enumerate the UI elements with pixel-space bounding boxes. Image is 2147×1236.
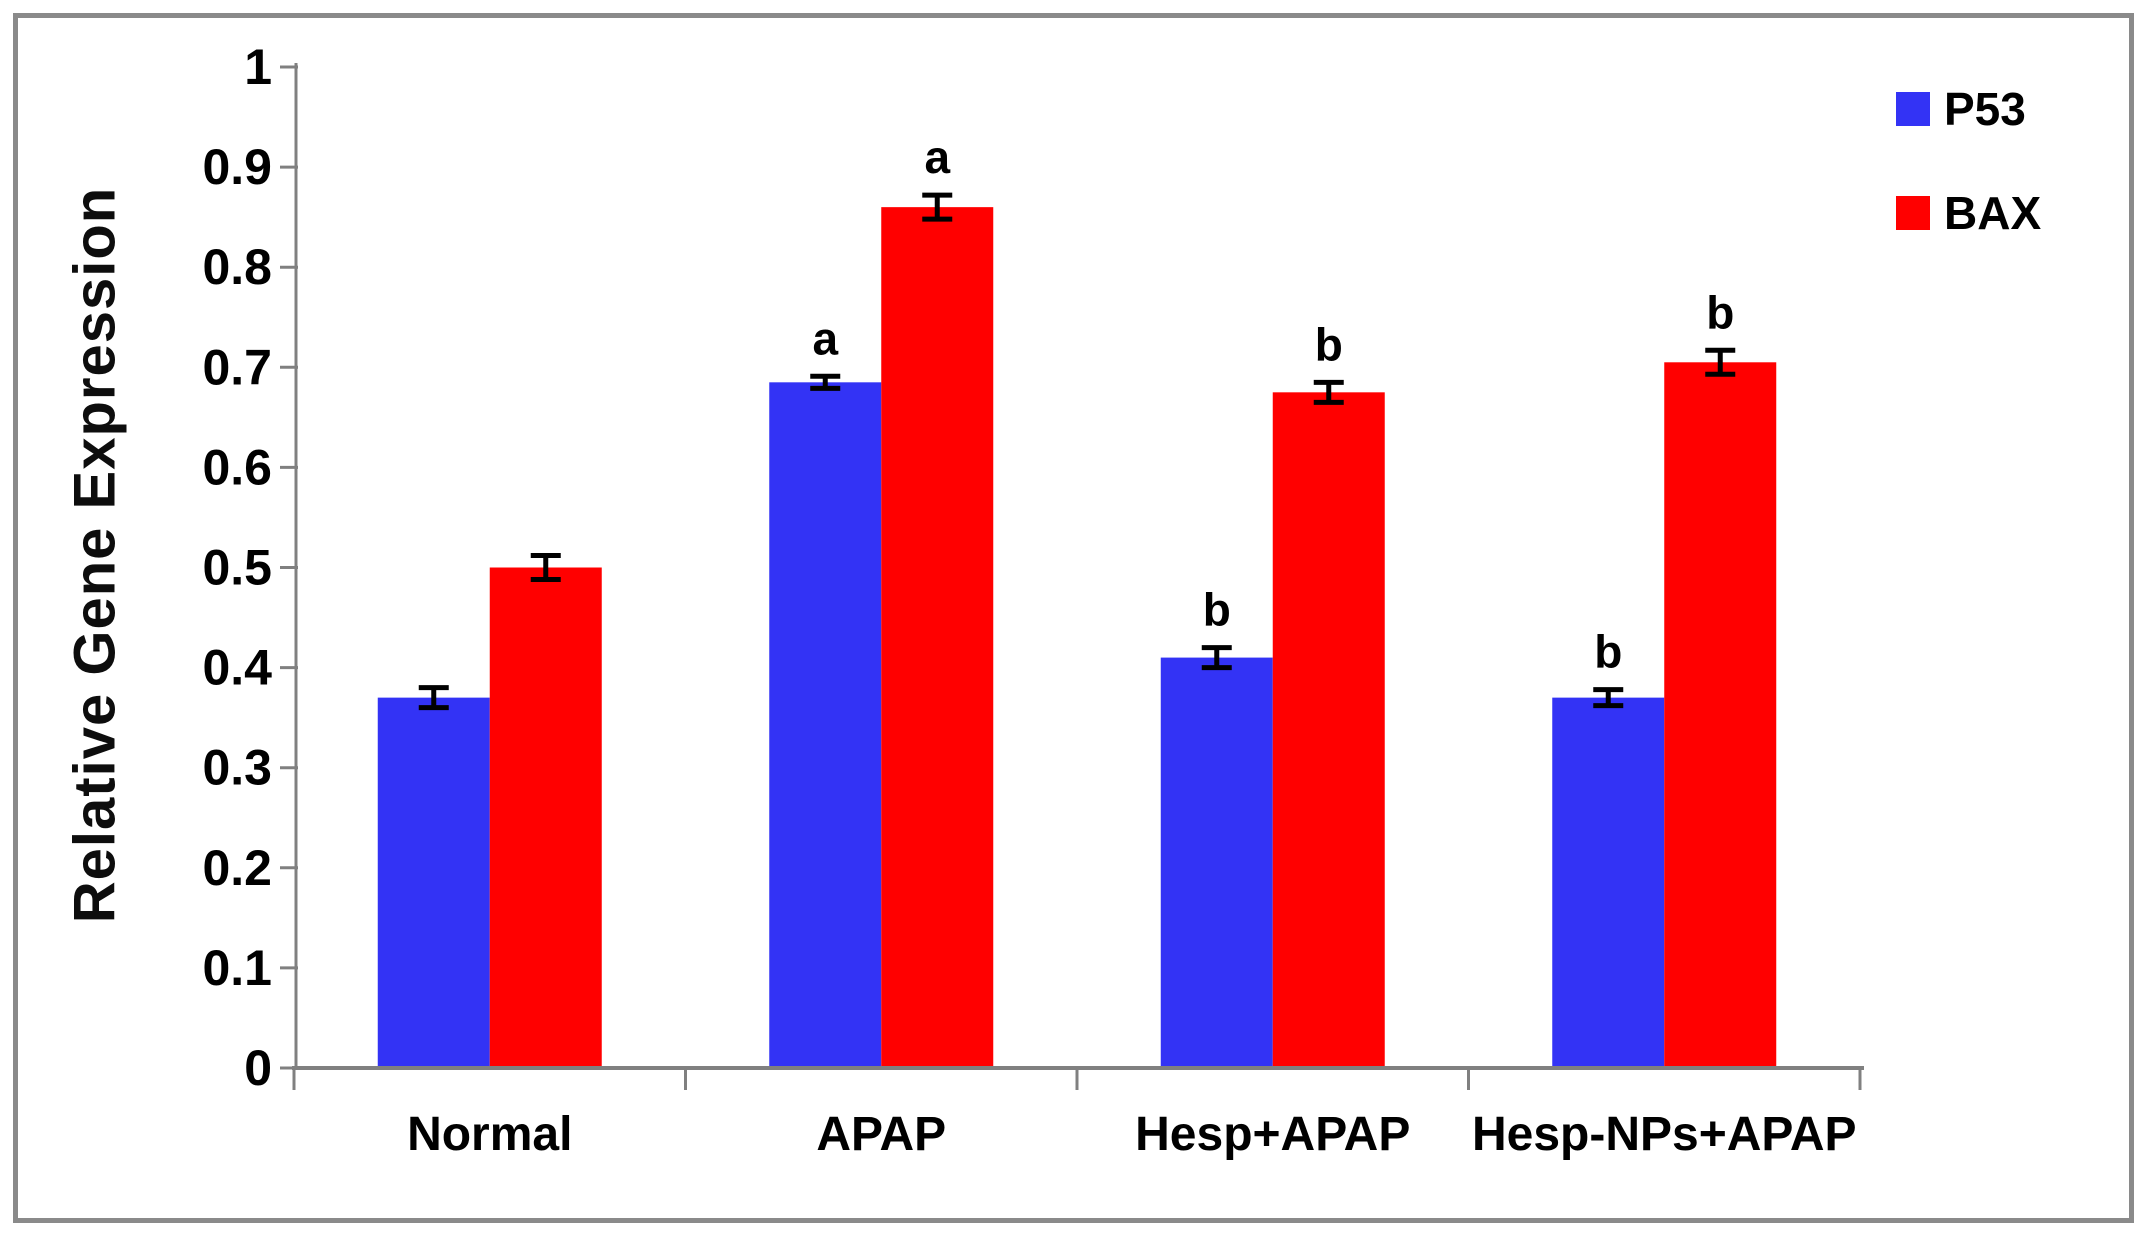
x-category-label-hesp+apap: Hesp+APAP bbox=[1135, 1108, 1410, 1161]
y-tick-label: 0.5 bbox=[202, 540, 272, 596]
sig-letter-bax-hesp+apap: b bbox=[1315, 318, 1343, 370]
legend-label-p53: P53 bbox=[1944, 83, 2026, 135]
x-category-label-apap: APAP bbox=[816, 1108, 946, 1161]
legend-item-bax: BAX bbox=[1896, 190, 2041, 236]
bar-p53-hesp-nps+apap bbox=[1552, 697, 1665, 1068]
y-tick-label: 0.2 bbox=[202, 840, 272, 896]
y-tick-label: 0 bbox=[244, 1040, 272, 1096]
sig-letter-p53-apap: a bbox=[812, 312, 838, 364]
bar-p53-normal bbox=[377, 697, 490, 1068]
sig-letter-bax-apap: a bbox=[924, 131, 950, 183]
y-tick-label: 0.4 bbox=[202, 640, 272, 696]
legend: P53 BAX bbox=[1896, 86, 2041, 236]
sig-letter-p53-hesp-nps+apap: b bbox=[1594, 626, 1622, 678]
x-category-label-normal: Normal bbox=[407, 1108, 572, 1161]
y-tick-label: 0.6 bbox=[202, 439, 272, 495]
y-tick-label: 0.3 bbox=[202, 740, 272, 796]
p53-swatch-icon bbox=[1896, 92, 1930, 126]
bar-bax-hesp-nps+apap bbox=[1664, 362, 1777, 1068]
sig-letter-bax-hesp-nps+apap: b bbox=[1706, 286, 1734, 338]
bar-bax-apap bbox=[881, 207, 994, 1068]
legend-item-p53: P53 bbox=[1896, 86, 2041, 132]
bax-swatch-icon bbox=[1896, 196, 1930, 230]
bar-p53-apap bbox=[769, 382, 882, 1068]
bar-bax-hesp+apap bbox=[1272, 392, 1385, 1068]
y-tick-label: 0.1 bbox=[202, 940, 272, 996]
y-axis-title: Relative Gene Expression bbox=[62, 186, 128, 924]
y-tick-label: 0.8 bbox=[202, 239, 272, 295]
y-tick-label: 0.7 bbox=[202, 339, 272, 395]
figure-frame bbox=[13, 13, 2134, 1223]
legend-label-bax: BAX bbox=[1944, 187, 2042, 239]
y-tick-label: 1 bbox=[244, 39, 272, 95]
bar-bax-normal bbox=[489, 567, 602, 1068]
y-tick-label: 0.9 bbox=[202, 139, 272, 195]
sig-letter-p53-hesp+apap: b bbox=[1203, 584, 1231, 636]
bar-p53-hesp+apap bbox=[1160, 657, 1273, 1068]
x-category-label-hesp-nps+apap: Hesp-NPs+APAP bbox=[1472, 1108, 1857, 1161]
